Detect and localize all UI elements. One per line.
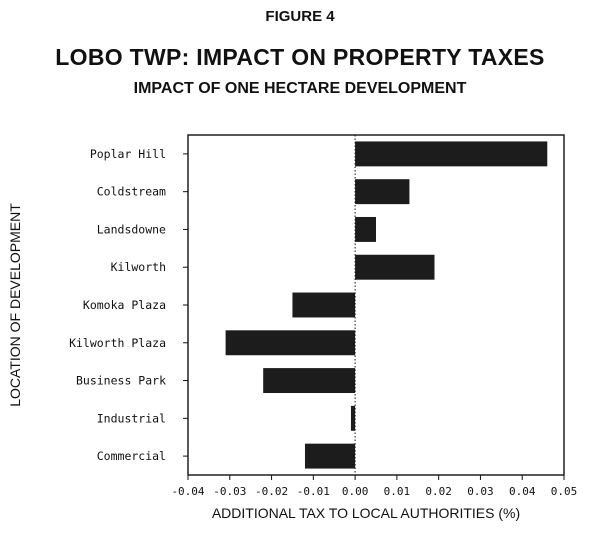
bars-group bbox=[225, 141, 548, 469]
bar-poplar-hill bbox=[355, 141, 548, 167]
x-tick-label: 0.00 bbox=[342, 485, 369, 498]
x-tick-label: 0.05 bbox=[551, 485, 578, 498]
category-label: Landsdowne bbox=[97, 222, 166, 236]
x-tick-label: -0.03 bbox=[213, 485, 246, 498]
category-label: Kilworth Plaza bbox=[69, 336, 166, 350]
category-label: Business Park bbox=[76, 374, 166, 388]
y-axis-label: LOCATION OF DEVELOPMENT bbox=[7, 203, 23, 407]
bar-landsdowne bbox=[355, 216, 376, 242]
bar-komoka-plaza bbox=[292, 292, 356, 318]
x-axis-label: ADDITIONAL TAX TO LOCAL AUTHORITIES (%) bbox=[212, 505, 520, 521]
x-tick-label: 0.03 bbox=[467, 485, 494, 498]
bar-coldstream bbox=[355, 179, 410, 205]
bar-business-park bbox=[263, 368, 356, 394]
x-tick-label: 0.04 bbox=[509, 485, 536, 498]
bar-kilworth bbox=[355, 254, 435, 280]
figure-label: FIGURE 4 bbox=[265, 8, 335, 25]
chart-subtitle: IMPACT OF ONE HECTARE DEVELOPMENT bbox=[133, 80, 467, 97]
bar-kilworth-plaza bbox=[225, 330, 356, 356]
x-tick-label: -0.02 bbox=[255, 485, 288, 498]
x-tick-label: 0.02 bbox=[425, 485, 452, 498]
category-label: Poplar Hill bbox=[90, 147, 166, 161]
x-tick-labels: -0.04 -0.03 -0.02 -0.01 0.00 0.01 0.02 0.03 0.04… bbox=[171, 475, 577, 498]
category-label: Industrial bbox=[97, 411, 166, 425]
chart-title: LOBO TWP: IMPACT ON PROPERTY TAXES bbox=[55, 44, 545, 70]
x-tick-label: 0.01 bbox=[384, 485, 411, 498]
category-label: Kilworth bbox=[111, 260, 166, 274]
category-label: Coldstream bbox=[97, 185, 166, 199]
x-tick-label: -0.01 bbox=[297, 485, 330, 498]
bar-industrial bbox=[350, 405, 356, 431]
x-tick-label: -0.04 bbox=[171, 485, 204, 498]
category-label: Komoka Plaza bbox=[83, 298, 166, 312]
category-label: Commercial bbox=[97, 449, 166, 463]
category-labels: Poplar Hill Coldstream Landsdowne Kilworth K… bbox=[69, 147, 188, 463]
bar-commercial bbox=[304, 443, 356, 469]
